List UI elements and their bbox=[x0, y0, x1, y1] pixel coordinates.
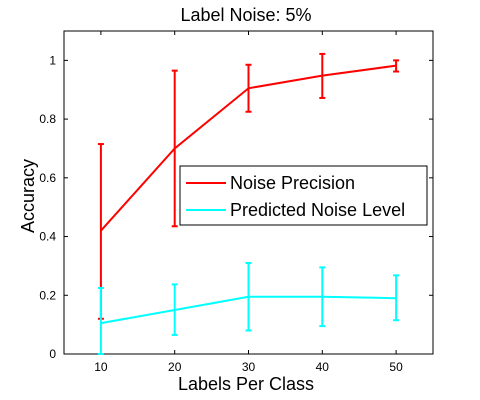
chart-title: Label Noise: 5% bbox=[180, 5, 311, 25]
legend-label-noise-precision: Noise Precision bbox=[230, 173, 355, 193]
y-tick-label: 0.4 bbox=[39, 230, 56, 244]
x-tick-label: 50 bbox=[389, 360, 403, 374]
x-tick-label: 30 bbox=[242, 360, 256, 374]
x-tick-label: 20 bbox=[168, 360, 182, 374]
legend: Noise Precision Predicted Noise Level bbox=[180, 166, 427, 225]
y-tick-label: 1 bbox=[49, 53, 56, 67]
y-tick-label: 0 bbox=[49, 347, 56, 361]
y-tick-label: 0.6 bbox=[39, 171, 56, 185]
x-axis-label: Labels Per Class bbox=[178, 374, 314, 394]
y-axis-label: Accuracy bbox=[18, 159, 38, 233]
y-tick-label: 0.2 bbox=[39, 288, 56, 302]
y-tick-label: 0.8 bbox=[39, 112, 56, 126]
x-tick-label: 10 bbox=[94, 360, 108, 374]
x-tick-label: 40 bbox=[316, 360, 330, 374]
legend-label-predicted-noise-level: Predicted Noise Level bbox=[230, 200, 405, 220]
